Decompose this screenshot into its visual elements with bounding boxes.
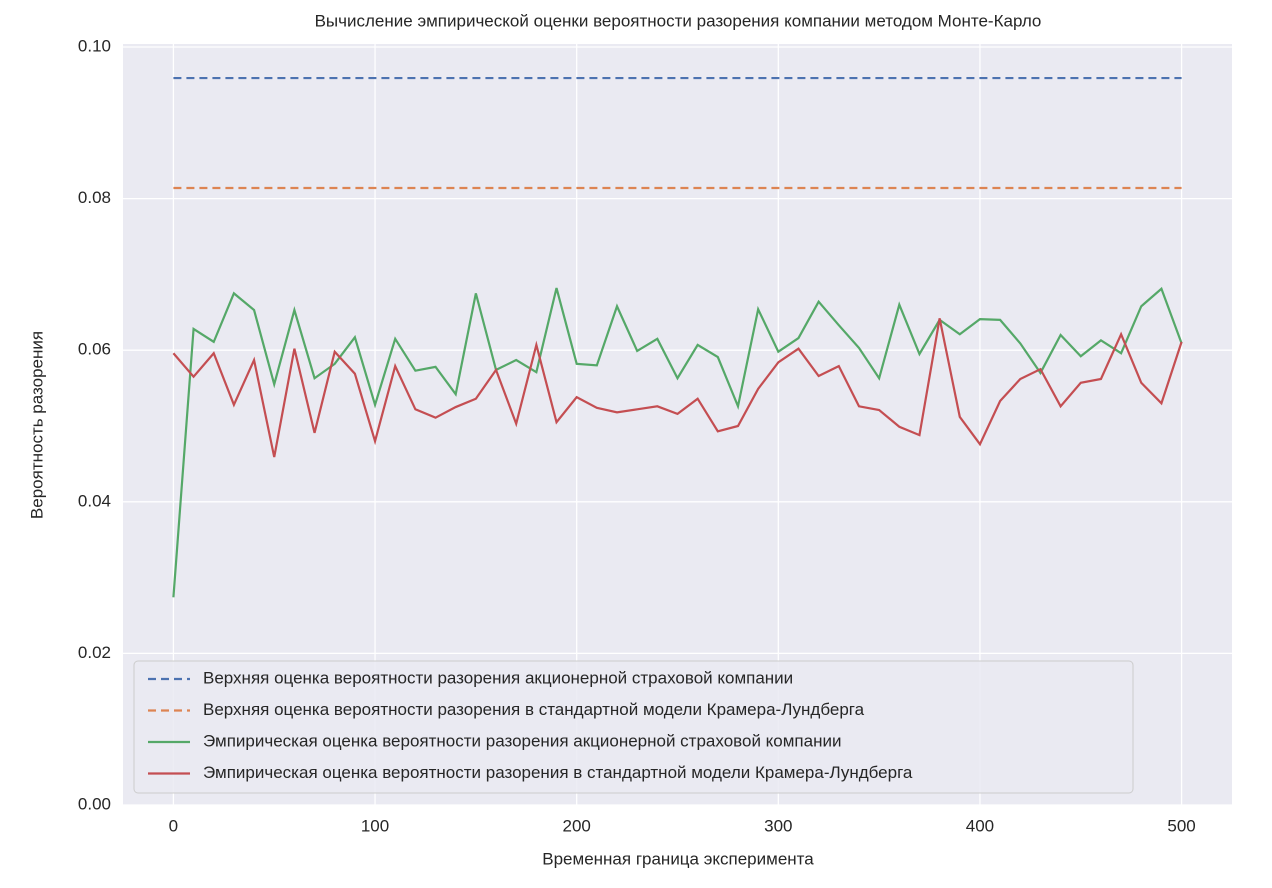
x-axis-label: Временная граница эксперимента [542, 849, 814, 868]
x-tick-label: 300 [764, 816, 792, 835]
x-tick-label: 100 [361, 816, 389, 835]
legend: Верхняя оценка вероятности разорения акц… [133, 660, 1134, 794]
legend-box [133, 660, 1134, 794]
legend-label: Эмпирическая оценка вероятности разорени… [203, 731, 841, 750]
x-tick-label: 0 [169, 816, 178, 835]
y-axis-label: Вероятность разорения [27, 331, 46, 519]
x-tick-label: 400 [966, 816, 994, 835]
y-tick-label: 0.08 [78, 188, 111, 207]
series-line [172, 286, 1183, 598]
legend-label: Эмпирическая оценка вероятности разорени… [203, 763, 913, 782]
series-line [172, 318, 1183, 458]
legend-label: Верхняя оценка вероятности разорения акц… [203, 668, 793, 687]
y-tick-label: 0.04 [78, 491, 111, 510]
y-tick-label: 0.06 [78, 340, 111, 359]
x-tick-label: 500 [1167, 816, 1195, 835]
x-tick-label: 200 [562, 816, 590, 835]
y-tick-label: 0.00 [78, 794, 111, 813]
y-tick-label: 0.02 [78, 643, 111, 662]
legend-label: Верхняя оценка вероятности разорения в с… [203, 700, 865, 719]
y-tick-label: 0.10 [78, 36, 111, 55]
chart-title: Вычисление эмпирической оценки вероятнос… [315, 11, 1042, 30]
